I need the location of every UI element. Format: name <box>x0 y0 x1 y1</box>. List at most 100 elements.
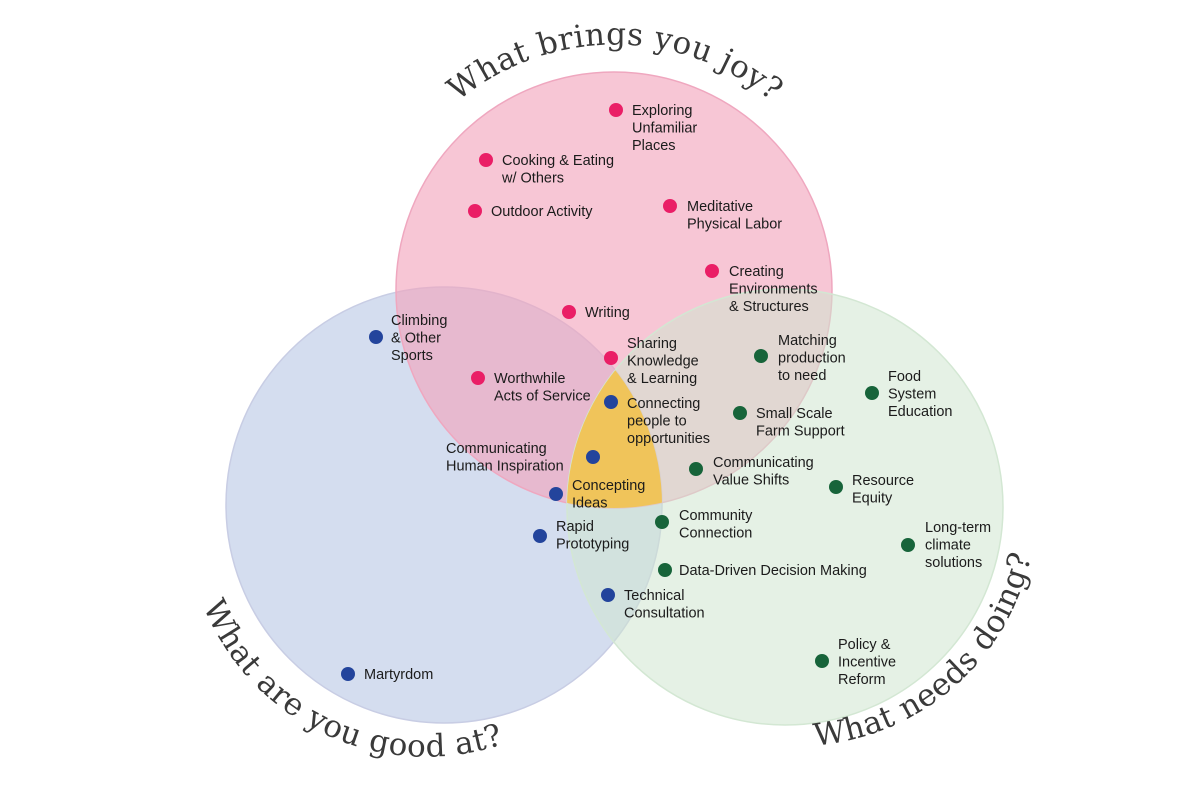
item-label: Creating Environments & Structures <box>729 264 818 315</box>
item-label: Exploring Unfamiliar Places <box>632 103 697 154</box>
item-label-line: opportunities <box>627 431 710 447</box>
item-label-line: Communicating <box>713 455 814 471</box>
item-label-line: Technical <box>624 588 684 604</box>
item-label-line: & Learning <box>627 371 697 387</box>
item-writing: Writing <box>562 305 630 321</box>
needs-dot <box>829 480 843 494</box>
item-label-line: Policy & <box>838 637 891 653</box>
item-label-line: Farm Support <box>756 424 845 440</box>
item-label-line: Cooking & Eating <box>502 153 614 169</box>
item-communicating-inspiration: Communicating Human Inspiration <box>446 441 600 475</box>
item-label-line: Small Scale <box>756 406 833 422</box>
item-worthwhile: Worthwhile Acts of Service <box>471 371 591 405</box>
item-label-line: production <box>778 351 846 367</box>
good-dot <box>604 395 618 409</box>
item-label-line: Long-term <box>925 520 991 536</box>
item-label-line: Rapid <box>556 519 594 535</box>
item-cooking: Cooking & Eating w/ Others <box>479 153 614 187</box>
item-label-line: & Other <box>391 331 441 347</box>
joy-dot <box>468 204 482 218</box>
item-label: Technical Consultation <box>624 588 705 622</box>
item-label-line: Connecting <box>627 396 700 412</box>
joy-dot <box>471 371 485 385</box>
joy-dot <box>479 153 493 167</box>
item-label-line: Data-Driven Decision Making <box>679 563 867 579</box>
item-long-term: Long-term climate solutions <box>901 520 991 571</box>
item-label-line: Reform <box>838 672 886 688</box>
item-technical: Technical Consultation <box>601 588 705 622</box>
item-label: Writing <box>585 305 630 321</box>
item-label-line: w/ Others <box>501 171 564 187</box>
needs-dot <box>655 515 669 529</box>
item-climbing: Climbing & Other Sports <box>369 313 447 364</box>
item-label: Climbing & Other Sports <box>391 313 447 364</box>
item-creating: Creating Environments & Structures <box>705 264 818 315</box>
needs-dot <box>865 386 879 400</box>
item-label: Resource Equity <box>852 473 914 507</box>
item-label: Rapid Prototyping <box>556 519 629 553</box>
item-label-line: Climbing <box>391 313 447 329</box>
item-small-scale: Small Scale Farm Support <box>733 406 845 440</box>
item-label-line: Human Inspiration <box>446 459 564 475</box>
good-dot <box>586 450 600 464</box>
item-food: Food System Education <box>865 369 953 420</box>
item-label-line: Incentive <box>838 655 896 671</box>
item-label-line: people to <box>627 414 687 430</box>
item-concepting: Concepting Ideas <box>549 478 645 512</box>
items-layer: Exploring Unfamiliar Places Cooking & Eatin… <box>341 103 991 688</box>
item-label-line: Places <box>632 138 676 154</box>
item-label: Long-term climate solutions <box>925 520 991 571</box>
item-label: Outdoor Activity <box>491 204 593 220</box>
good-dot <box>369 330 383 344</box>
item-label-line: Unfamiliar <box>632 121 697 137</box>
item-label: Matching production to need <box>778 333 846 384</box>
needs-dot <box>689 462 703 476</box>
circle-needs <box>566 288 1004 726</box>
item-label-line: Physical Labor <box>687 217 782 233</box>
item-label-line: climate <box>925 538 971 554</box>
item-exploring: Exploring Unfamiliar Places <box>609 103 697 154</box>
item-label-line: Ideas <box>572 496 607 512</box>
item-label-line: Prototyping <box>556 537 629 553</box>
item-label-line: Concepting <box>572 478 645 494</box>
item-label-line: Value Shifts <box>713 473 789 489</box>
item-label: Cooking & Eating w/ Others <box>501 153 614 187</box>
item-label-line: Communicating <box>446 441 547 457</box>
joy-dot <box>604 351 618 365</box>
item-label-line: System <box>888 387 936 403</box>
item-value-shifts: Communicating Value Shifts <box>689 455 814 489</box>
item-resource: Resource Equity <box>829 473 914 507</box>
item-martyrdom: Martyrdom <box>341 667 433 683</box>
item-label: Food System Education <box>888 369 953 420</box>
item-label-line: Martyrdom <box>364 667 433 683</box>
joy-dot <box>705 264 719 278</box>
item-label-line: Environments <box>729 282 818 298</box>
item-label-line: Creating <box>729 264 784 280</box>
item-label-line: Meditative <box>687 199 753 215</box>
item-label-line: Connection <box>679 526 752 542</box>
needs-dot <box>901 538 915 552</box>
item-label-line: Consultation <box>624 606 705 622</box>
item-policy: Policy & Incentive Reform <box>815 637 896 688</box>
item-label-line: Community <box>679 508 753 524</box>
item-data-driven: Data-Driven Decision Making <box>658 563 867 579</box>
item-label: Communicating Human Inspiration <box>446 441 564 475</box>
joy-dot <box>609 103 623 117</box>
item-label-line: Exploring <box>632 103 692 119</box>
good-dot <box>601 588 615 602</box>
item-label-line: Worthwhile <box>494 371 565 387</box>
needs-dot <box>658 563 672 577</box>
item-meditative: Meditative Physical Labor <box>663 199 782 233</box>
item-label-line: Acts of Service <box>494 389 591 405</box>
item-label-line: Sports <box>391 348 433 364</box>
item-label: Sharing Knowledge & Learning <box>627 336 699 387</box>
needs-dot <box>733 406 747 420</box>
item-label: Communicating Value Shifts <box>713 455 814 489</box>
item-label-line: solutions <box>925 555 982 571</box>
item-rapid: Rapid Prototyping <box>533 519 629 553</box>
good-dot <box>549 487 563 501</box>
joy-dot <box>663 199 677 213</box>
item-label-line: Education <box>888 404 953 420</box>
joy-dot <box>562 305 576 319</box>
item-label: Community Connection <box>679 508 753 542</box>
